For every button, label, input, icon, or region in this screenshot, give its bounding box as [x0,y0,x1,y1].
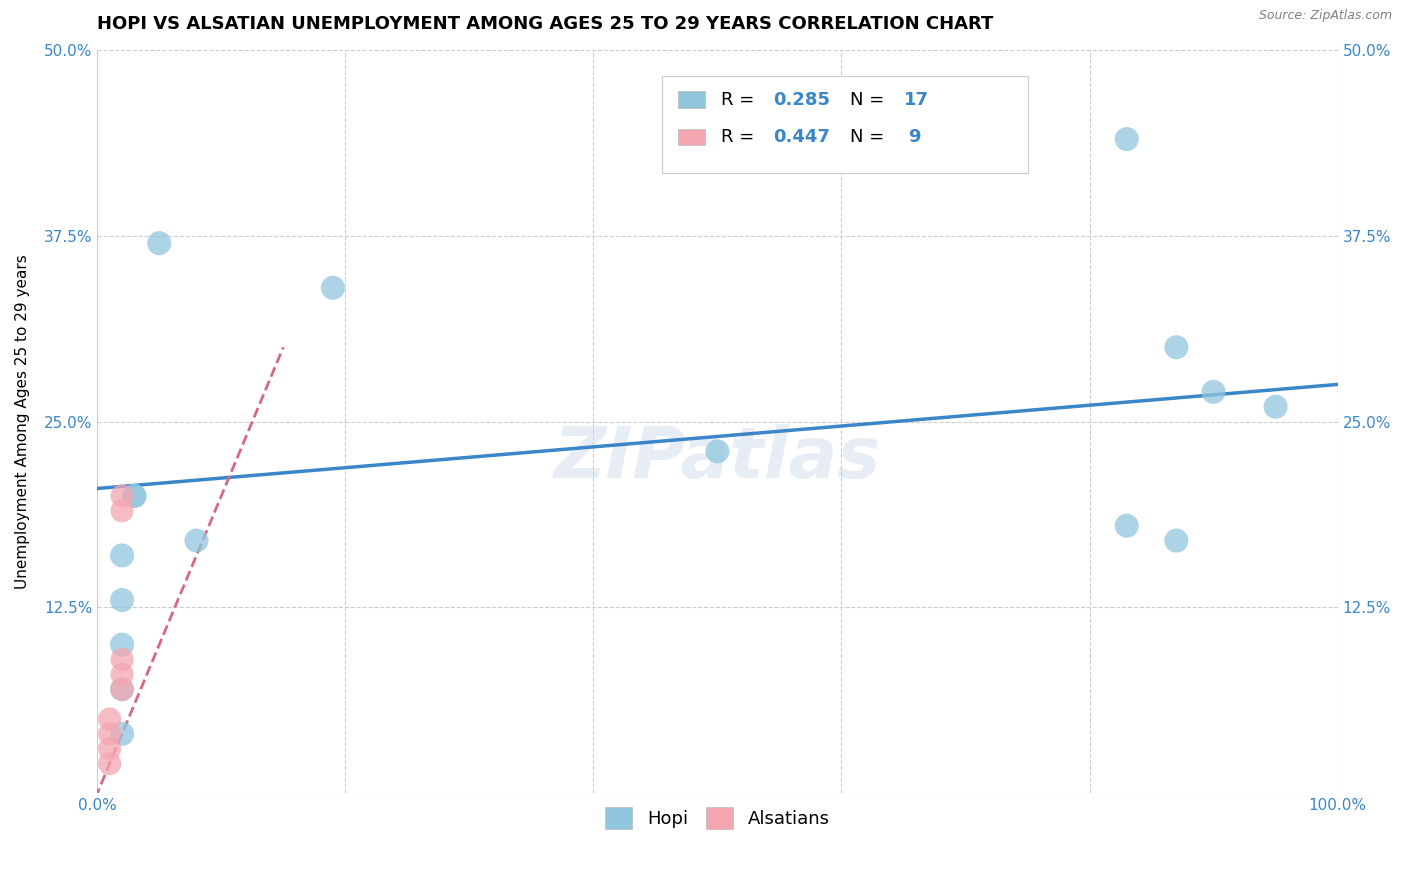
Text: 0.285: 0.285 [773,91,831,109]
Point [98,741,121,756]
Point [98,727,121,741]
Point [111,489,134,503]
Point [111,682,134,697]
Legend: Hopi, Alsatians: Hopi, Alsatians [598,800,837,837]
Point [1166,340,1188,354]
FancyBboxPatch shape [678,92,704,108]
Point [111,652,134,666]
FancyBboxPatch shape [678,128,704,145]
Point [322,281,344,295]
Point [1166,533,1188,548]
Text: 9: 9 [908,128,921,145]
Text: R =: R = [721,91,761,109]
Point [111,638,134,652]
Point [111,549,134,563]
Text: R =: R = [721,128,761,145]
Text: N =: N = [851,128,890,145]
Point [1115,132,1137,146]
Y-axis label: Unemployment Among Ages 25 to 29 years: Unemployment Among Ages 25 to 29 years [15,254,30,589]
Text: N =: N = [851,91,890,109]
Point [148,236,170,251]
Point [186,533,208,548]
Text: Source: ZipAtlas.com: Source: ZipAtlas.com [1258,9,1392,22]
Text: 0.447: 0.447 [773,128,830,145]
Point [124,489,146,503]
Point [98,756,121,771]
FancyBboxPatch shape [662,76,1028,172]
Point [111,682,134,697]
Point [111,504,134,518]
Point [1115,518,1137,533]
Text: ZIPatlas: ZIPatlas [554,425,882,493]
Point [111,727,134,741]
Point [1202,384,1225,399]
Point [1264,400,1286,414]
Point [111,667,134,681]
Point [124,489,146,503]
Point [706,444,728,458]
Point [98,712,121,726]
Text: 17: 17 [904,91,928,109]
Point [111,593,134,607]
Text: HOPI VS ALSATIAN UNEMPLOYMENT AMONG AGES 25 TO 29 YEARS CORRELATION CHART: HOPI VS ALSATIAN UNEMPLOYMENT AMONG AGES… [97,15,994,33]
